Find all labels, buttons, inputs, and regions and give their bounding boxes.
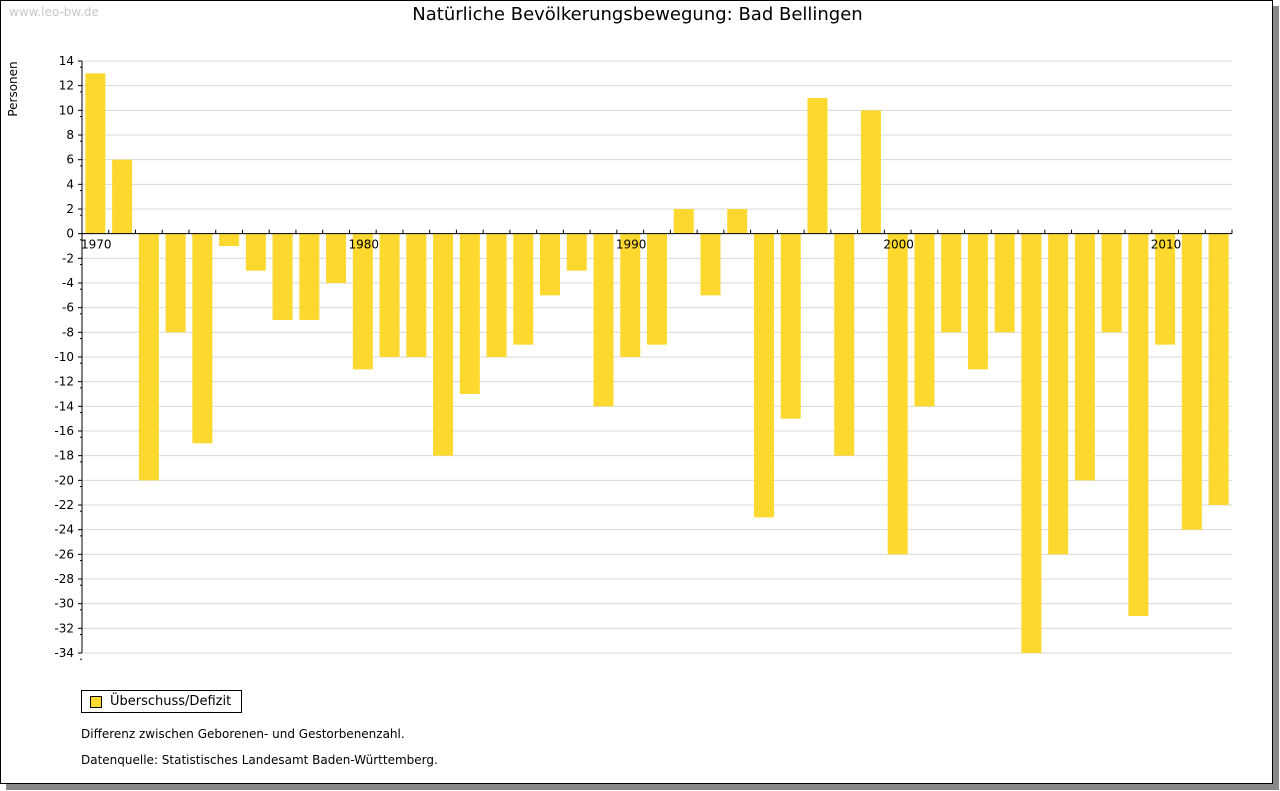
note-source: Datenquelle: Statistisches Landesamt Bad… — [81, 753, 438, 767]
y-tick-label: 4 — [66, 177, 74, 191]
bar-2008 — [1101, 233, 1122, 333]
x-tick-label: 1980 — [348, 238, 379, 252]
bar-2000 — [887, 233, 908, 555]
bar-1976 — [245, 233, 266, 271]
bar-1979 — [326, 233, 347, 283]
bar-1973 — [165, 233, 186, 333]
y-tick-label: -30 — [54, 597, 74, 611]
bar-1996 — [780, 233, 801, 419]
y-tick-label: -26 — [54, 547, 74, 561]
bar-2006 — [1048, 233, 1069, 555]
y-tick-label: -22 — [54, 498, 74, 512]
bar-1971 — [112, 159, 133, 234]
y-tick-label: 14 — [59, 54, 74, 68]
bar-2011 — [1181, 233, 1202, 530]
bar-1985 — [486, 233, 507, 357]
y-tick-label: -2 — [62, 251, 74, 265]
bar-2004 — [994, 233, 1015, 333]
y-tick-label: 6 — [66, 153, 74, 167]
y-axis-label: Personen — [6, 61, 20, 116]
bar-1980 — [352, 233, 373, 370]
bar-1998 — [834, 233, 855, 456]
legend-label: Überschuss/Defizit — [110, 694, 232, 709]
x-tick-label: 2010 — [1151, 238, 1182, 252]
bar-1975 — [219, 233, 240, 246]
bar-1982 — [406, 233, 427, 357]
bar-1986 — [513, 233, 534, 345]
y-tick-label: -8 — [62, 325, 74, 339]
y-tick-label: -4 — [62, 276, 74, 290]
x-tick-label: 1990 — [616, 238, 647, 252]
legend: Überschuss/Defizit — [81, 690, 243, 713]
y-tick-label: -12 — [54, 375, 74, 389]
note-definition: Differenz zwischen Geborenen- und Gestor… — [81, 727, 405, 741]
bar-1974 — [192, 233, 213, 444]
x-tick-label: 2000 — [883, 238, 914, 252]
bar-1994 — [727, 209, 748, 234]
bar-1997 — [807, 98, 828, 234]
bar-2007 — [1074, 233, 1095, 481]
y-tick-label: 12 — [59, 79, 74, 93]
bar-2012 — [1208, 233, 1229, 505]
bar-2002 — [941, 233, 962, 333]
bar-2003 — [967, 233, 988, 370]
bar-1983 — [433, 233, 454, 456]
bar-1987 — [540, 233, 561, 296]
y-tick-label: 2 — [66, 202, 74, 216]
bar-1988 — [566, 233, 587, 271]
y-tick-label: -32 — [54, 621, 74, 635]
bar-2010 — [1155, 233, 1176, 345]
bar-1977 — [272, 233, 293, 320]
bar-1970 — [85, 73, 106, 234]
bar-1995 — [753, 233, 774, 518]
y-tick-label: 8 — [66, 128, 74, 142]
bar-1989 — [593, 233, 614, 407]
bar-1991 — [647, 233, 667, 345]
bar-1981 — [379, 233, 400, 357]
y-tick-label: 10 — [59, 103, 74, 117]
bar-2005 — [1021, 233, 1042, 653]
bar-2009 — [1128, 233, 1149, 616]
y-tick-label: -28 — [54, 572, 74, 586]
x-tick-label: 1970 — [81, 238, 112, 252]
y-tick-label: -6 — [62, 301, 74, 315]
y-tick-label: -16 — [54, 424, 74, 438]
bar-chart: Personen 14 12 10 8 6 4 2 0 -2 -4 -6 -8 -10 -12 -14 -16 -… — [6, 54, 1233, 660]
y-tick-label: -10 — [54, 350, 74, 364]
bar-1978 — [299, 233, 320, 320]
bar-2001 — [914, 233, 935, 407]
y-tick-label: 0 — [66, 227, 74, 241]
legend-swatch — [90, 695, 102, 708]
bar-1984 — [459, 233, 480, 394]
bar-1972 — [138, 233, 159, 481]
chart-title: Natürliche Bevölkerungsbewegung: Bad Bel… — [412, 4, 863, 25]
y-tick-label: -34 — [54, 646, 74, 660]
y-tick-label: -14 — [54, 399, 74, 413]
bar-1993 — [700, 233, 721, 296]
y-tick-label: -20 — [54, 473, 74, 487]
watermark: www.leo-bw.de — [9, 5, 99, 19]
y-tick-label: -24 — [54, 523, 74, 537]
bar-1990 — [620, 233, 641, 357]
bar-1999 — [860, 110, 881, 234]
y-tick-label: -18 — [54, 449, 74, 463]
bar-1992 — [673, 209, 694, 234]
